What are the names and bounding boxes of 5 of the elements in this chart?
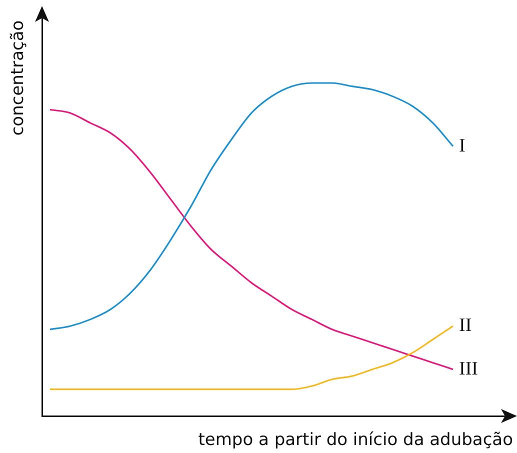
series-label: II — [459, 315, 472, 336]
x-axis-title: tempo a partir do início da adubação — [198, 430, 513, 450]
series-label: III — [459, 358, 478, 380]
y-axis-title: concentração — [8, 20, 28, 136]
series-label: I — [459, 135, 466, 156]
